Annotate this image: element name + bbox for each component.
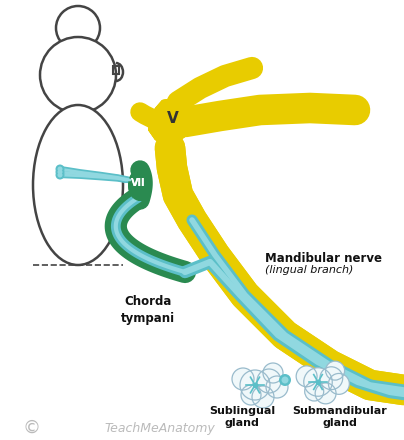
Ellipse shape: [128, 169, 152, 201]
Circle shape: [55, 171, 65, 180]
Circle shape: [315, 383, 336, 404]
Polygon shape: [148, 98, 192, 145]
Polygon shape: [148, 98, 192, 145]
Circle shape: [257, 369, 281, 393]
Circle shape: [240, 370, 270, 400]
Circle shape: [55, 168, 65, 176]
Circle shape: [252, 386, 274, 408]
Text: Chorda
tympani: Chorda tympani: [121, 295, 175, 325]
Text: (lingual branch): (lingual branch): [265, 265, 354, 275]
Circle shape: [282, 377, 288, 384]
Circle shape: [263, 363, 283, 383]
Text: Submandibular
gland: Submandibular gland: [292, 406, 387, 429]
Circle shape: [296, 366, 317, 387]
Text: ©: ©: [23, 419, 41, 437]
Circle shape: [305, 382, 324, 401]
Text: TeachMeAnatomy: TeachMeAnatomy: [105, 422, 215, 435]
Text: V: V: [167, 110, 179, 125]
Circle shape: [55, 165, 65, 173]
Circle shape: [279, 374, 291, 386]
Circle shape: [328, 374, 349, 394]
Circle shape: [57, 169, 63, 175]
Circle shape: [266, 376, 288, 398]
Text: Mandibular nerve: Mandibular nerve: [265, 252, 382, 265]
Circle shape: [326, 361, 345, 380]
Ellipse shape: [33, 105, 123, 265]
Circle shape: [241, 385, 261, 405]
Ellipse shape: [128, 169, 152, 201]
Circle shape: [57, 166, 63, 172]
Circle shape: [56, 6, 100, 50]
Text: Sublingual
gland: Sublingual gland: [209, 406, 275, 429]
Circle shape: [57, 172, 63, 177]
Circle shape: [320, 367, 343, 389]
Text: VII: VII: [131, 178, 145, 188]
Circle shape: [232, 368, 254, 390]
Polygon shape: [148, 98, 192, 145]
Text: VII: VII: [131, 178, 145, 188]
Circle shape: [40, 37, 116, 113]
Circle shape: [304, 368, 332, 396]
